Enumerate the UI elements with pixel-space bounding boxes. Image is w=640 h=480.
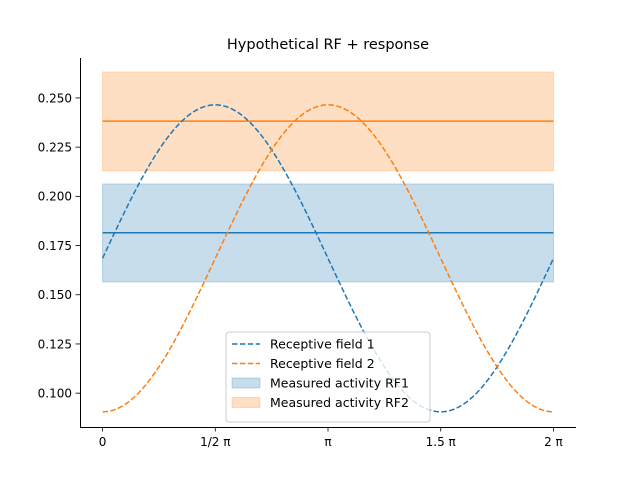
y-tick-label: 0.250 bbox=[38, 91, 72, 105]
x-tick-label: π bbox=[324, 435, 331, 449]
legend-label: Receptive field 1 bbox=[270, 337, 375, 352]
legend: Receptive field 1 Receptive field 2 Measur… bbox=[225, 331, 431, 423]
legend-swatch-measured-activity-rf2 bbox=[231, 397, 261, 408]
y-tick-label: 0.175 bbox=[38, 239, 72, 253]
y-ticks: 0.100 0.125 0.150 0.175 0.200 0.225 0.250 bbox=[38, 91, 80, 400]
legend-box bbox=[225, 331, 431, 423]
legend-label: Measured activity RF1 bbox=[270, 376, 409, 391]
y-tick-label: 0.225 bbox=[38, 140, 72, 154]
receptive-field-2-line bbox=[102, 104, 554, 413]
chart-title: Hypothetical RF + response bbox=[227, 37, 429, 53]
x-tick-label: 1.5 π bbox=[426, 435, 456, 449]
legend-label: Receptive field 2 bbox=[270, 356, 375, 371]
lines-layer bbox=[101, 104, 555, 413]
y-tick-label: 0.150 bbox=[38, 288, 72, 302]
y-tick-label: 0.100 bbox=[38, 386, 72, 400]
receptive-field-1-line bbox=[101, 104, 555, 413]
y-tick-label: 0.125 bbox=[38, 337, 72, 351]
legend-label: Measured activity RF2 bbox=[270, 395, 409, 410]
x-ticks: 0 1/2 π π 1.5 π 2 π bbox=[99, 427, 563, 449]
y-tick-label: 0.200 bbox=[38, 190, 72, 204]
x-tick-label: 1/2 π bbox=[200, 435, 230, 449]
x-tick-label: 0 bbox=[99, 435, 107, 449]
legend-swatch-measured-activity-rf1 bbox=[231, 377, 261, 389]
bands-layer bbox=[102, 71, 554, 283]
x-tick-label: 2 π bbox=[544, 435, 563, 449]
